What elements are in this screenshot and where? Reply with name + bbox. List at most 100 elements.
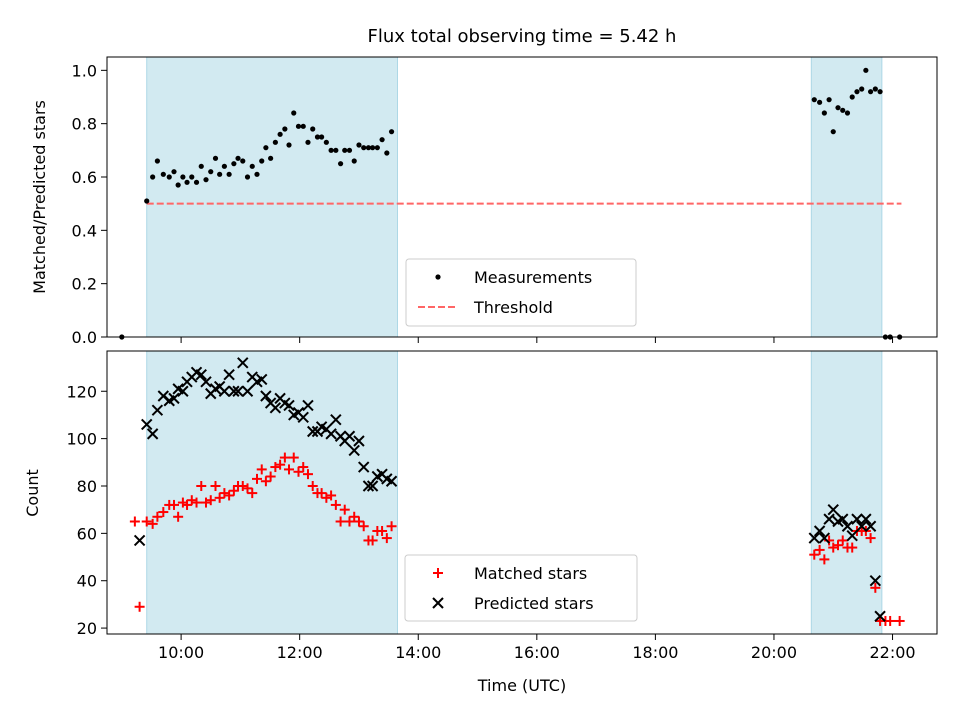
matched-star-point (152, 511, 163, 522)
measurement-point (286, 142, 292, 148)
x-stroke-b (241, 385, 254, 397)
measurement-point (328, 147, 334, 153)
y-tick-label: 80 (77, 477, 97, 496)
predicted-star-point (218, 385, 231, 397)
matched-star-point (288, 452, 299, 463)
measurement-point (295, 123, 302, 129)
matched-star-point (284, 464, 295, 475)
measurement-point (830, 129, 836, 135)
predicted-star-point (283, 399, 295, 412)
measurement-point (346, 147, 353, 153)
predicted-star-point (297, 411, 309, 424)
measurement-point (208, 169, 214, 175)
measurement-point (384, 150, 390, 156)
measurement-point (835, 105, 841, 111)
matched-star-point (307, 480, 318, 491)
matched-star-point (344, 516, 355, 527)
matched-star-point (819, 554, 830, 565)
measurement-point (268, 155, 274, 161)
predicted-star-point (846, 530, 858, 542)
measurement-point (826, 97, 832, 103)
predicted-star-point (813, 525, 826, 537)
x-stroke-b (851, 513, 863, 525)
predicted-star-point (860, 513, 872, 525)
measurement-point (821, 110, 827, 116)
x-stroke-b (366, 480, 379, 492)
x-stroke-b (864, 520, 877, 532)
measurement-point (226, 171, 232, 177)
predicted-star-point (827, 503, 839, 516)
measurement-point (868, 89, 874, 95)
predicted-star-point (232, 385, 244, 397)
measurement-point (333, 147, 339, 153)
measurement-point (212, 155, 219, 161)
predicted-star-point (353, 435, 365, 447)
predicted-star-point (141, 418, 153, 431)
measurement-point (272, 139, 278, 145)
x-tick-label: 12:00 (277, 643, 323, 662)
measurement-point (854, 89, 860, 95)
measurement-point (877, 89, 883, 95)
legend-predicted-label: Predicted stars (474, 594, 594, 613)
measurement-point (323, 139, 329, 145)
measurement-point (305, 139, 311, 145)
measurement-point (291, 110, 297, 116)
y-tick-label: 1.0 (72, 61, 97, 80)
predicted-star-point (330, 413, 342, 426)
x-stroke-b (232, 385, 244, 397)
predicted-star-point (385, 475, 398, 487)
x-stroke-b (302, 399, 314, 412)
matched-star-point (832, 540, 843, 551)
measurement-point (365, 145, 372, 151)
matched-star-point (256, 464, 267, 475)
predicted-star-point (856, 520, 868, 532)
x-stroke-b (813, 525, 826, 537)
matched-star-point (210, 480, 221, 491)
x-stroke-b (237, 357, 249, 369)
y-tick-label: 40 (77, 572, 97, 591)
predicted-star-point (168, 392, 180, 405)
predicted-star-point (869, 575, 882, 587)
x-tick-label: 18:00 (632, 643, 678, 662)
shaded-interval (146, 350, 398, 635)
measurement-point (356, 142, 362, 148)
bottom-shaded-regions (146, 350, 883, 635)
matched-star-point (870, 582, 881, 593)
top-axes-frame (106, 56, 938, 338)
matched-star-point (147, 518, 158, 529)
y-tick-label: 0.0 (72, 328, 97, 347)
matched-star-point (134, 601, 145, 612)
x-tick-label: 10:00 (158, 643, 204, 662)
y-tick-label: 0.6 (72, 168, 97, 187)
matched-star-point (205, 495, 216, 506)
matched-star-point (141, 516, 152, 527)
matched-star-point (349, 511, 360, 522)
matched-star-point (260, 476, 271, 487)
matched-star-point (275, 459, 286, 470)
bottom-y-ticks: 20 40 60 80 100 120 (66, 382, 107, 638)
matched-star-point (158, 507, 169, 518)
measurement-point (171, 169, 177, 175)
matched-star-point (885, 615, 896, 626)
matched-star-point (279, 452, 290, 463)
predicted-star-point (837, 513, 849, 525)
predicted-star-point (851, 513, 863, 525)
matched-star-point (353, 516, 364, 527)
bottom-axes-frame (106, 350, 938, 635)
x-stroke-b (869, 575, 882, 587)
x-stroke-b (283, 399, 295, 412)
matched-stars-points (129, 452, 905, 626)
x-stroke-b (168, 392, 180, 405)
predicted-star-point (366, 480, 379, 492)
y-tick-label: 0.4 (72, 221, 97, 240)
matched-star-point (339, 504, 350, 515)
legend-predicted-marker (432, 597, 444, 609)
x-stroke-b (385, 475, 398, 487)
predicted-star-point (177, 385, 189, 397)
predicted-star-point (362, 480, 375, 492)
x-stroke-b (343, 430, 356, 442)
matched-star-point (326, 490, 337, 501)
measurement-point (310, 126, 316, 132)
x-stroke-b (146, 428, 159, 440)
